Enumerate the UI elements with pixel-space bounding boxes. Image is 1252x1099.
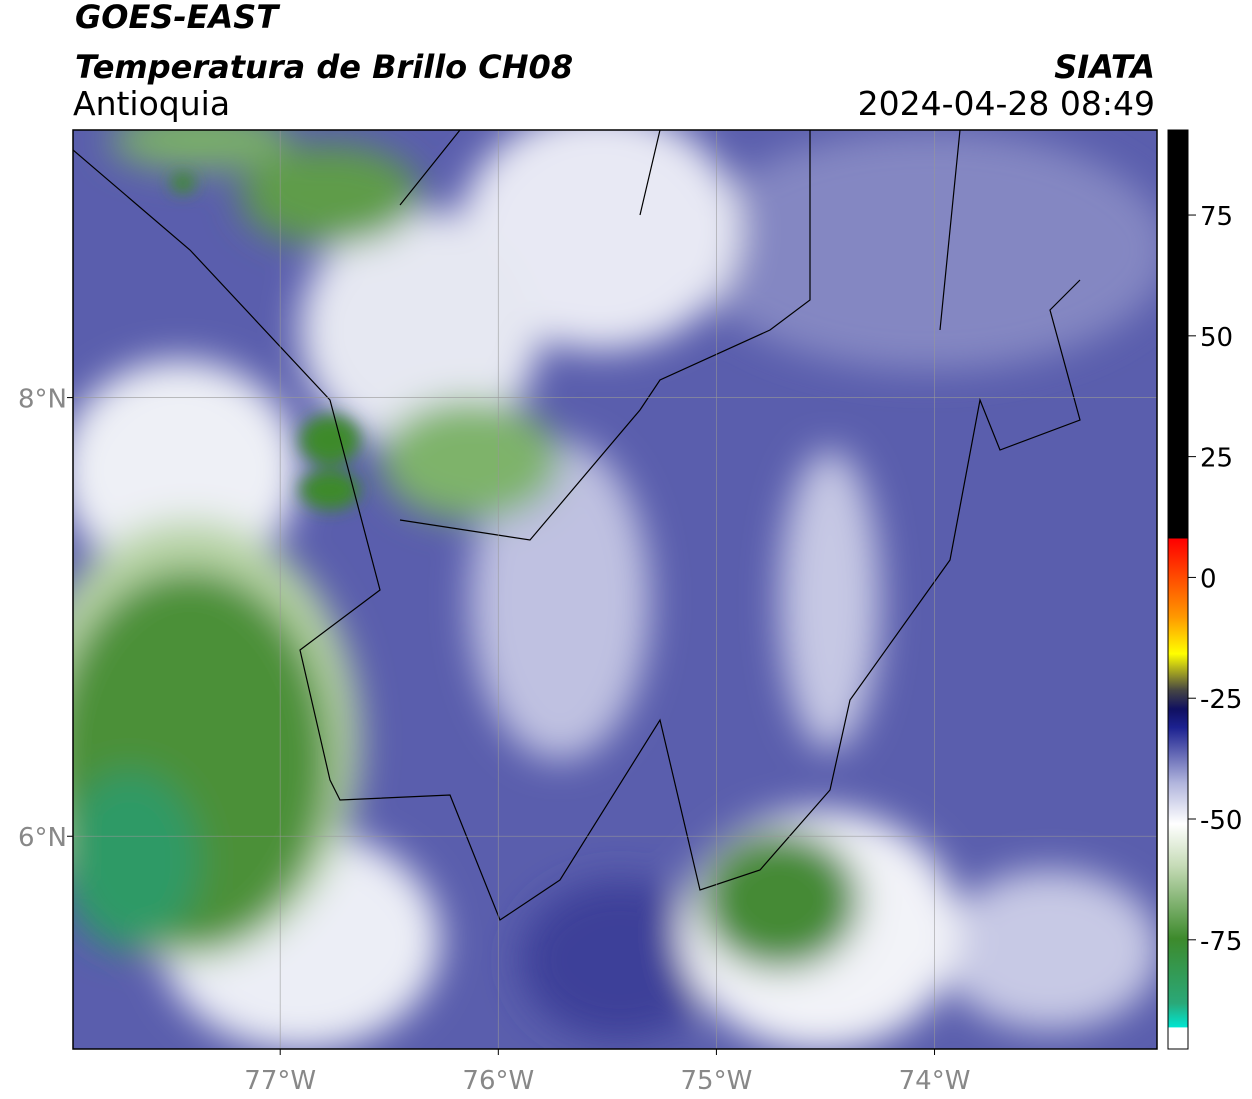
y-tick-label: 6°N (18, 823, 67, 853)
y-tick-label: 8°N (18, 385, 67, 415)
source: SIATA (1054, 48, 1155, 86)
x-tick-label: 76°W (462, 1066, 534, 1096)
colorbar-tick-label: 25 (1200, 444, 1233, 474)
map-image (73, 130, 1157, 1049)
subtitle: Temperatura de Brillo CH08 (75, 48, 573, 86)
colorbar-tick-label: -50 (1200, 806, 1242, 836)
colorbar-tick-label: 50 (1200, 323, 1233, 353)
x-tick-label: 77°W (244, 1066, 316, 1096)
colorbar-tick-label: -75 (1200, 927, 1242, 957)
x-tick-label: 74°W (899, 1066, 971, 1096)
datetime: 2024-04-28 08:49 (858, 84, 1155, 123)
colorbar-tick-label: 75 (1200, 202, 1233, 232)
region: Antioquia (73, 84, 230, 123)
colorbar-tick-label: -25 (1200, 685, 1242, 715)
x-tick-label: 75°W (681, 1066, 753, 1096)
map-frame (72, 129, 1158, 1050)
colorbar (1167, 129, 1189, 1050)
title: GOES-EAST (75, 0, 280, 36)
graticule (73, 130, 1157, 1049)
colorbar-tick-label: 0 (1200, 564, 1217, 594)
